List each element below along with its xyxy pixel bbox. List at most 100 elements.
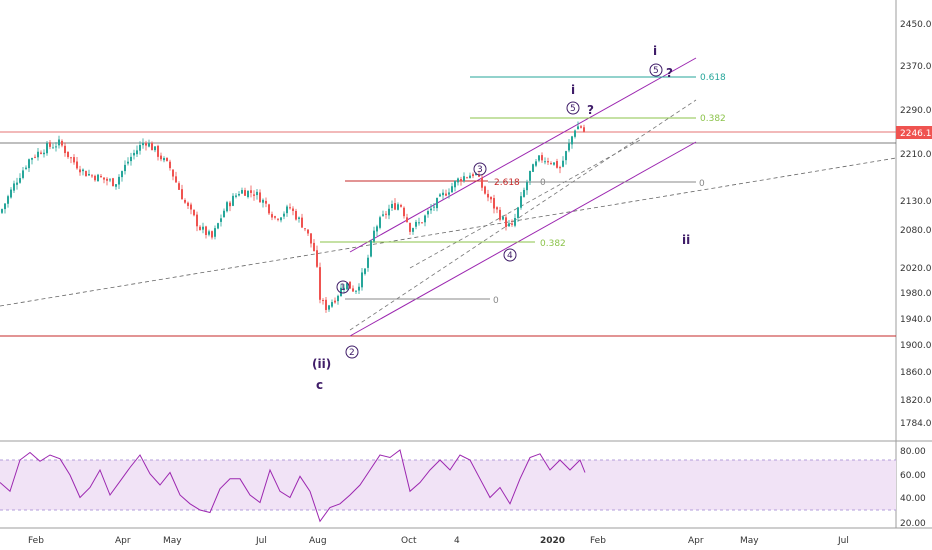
candle-body [334, 300, 336, 303]
candle-body [166, 157, 168, 161]
candle-body [280, 217, 282, 221]
price-axis[interactable]: 2450.00 2370.00 2290.00 2210.00 2130.00 … [900, 20, 932, 429]
candle-body [466, 177, 468, 179]
candle-body [121, 171, 123, 178]
candle-body [508, 223, 510, 227]
price-tick: 1980.00 [900, 289, 932, 299]
candle-body [196, 214, 198, 227]
candle-body [562, 160, 564, 167]
candle-body [394, 203, 396, 210]
candle-body [16, 182, 18, 185]
candle-body [370, 240, 372, 257]
candle-body [259, 192, 261, 203]
candle-body [406, 217, 408, 222]
rsi-line [0, 449, 586, 523]
candle-body [262, 199, 264, 203]
candle-body [487, 193, 489, 198]
candle-body [547, 161, 549, 163]
wave-4: 4 [507, 251, 513, 261]
candle-body [364, 268, 366, 274]
candle-body [100, 175, 102, 178]
candle-body [31, 158, 33, 160]
candle-body [79, 169, 81, 173]
candle-body [502, 216, 504, 220]
rsi-axis[interactable]: 80.00 60.00 40.00 20.00 [900, 447, 926, 529]
candle-body [412, 228, 414, 232]
candle-body [517, 207, 519, 218]
candle-body [244, 190, 246, 196]
candle-body [115, 184, 117, 187]
candle-body [457, 178, 459, 183]
candle-body [67, 151, 69, 158]
candle-body [442, 192, 444, 196]
candle-body [127, 161, 129, 164]
candle-body [151, 142, 153, 151]
candle-body [418, 222, 420, 224]
candle-body [49, 142, 51, 147]
candle-body [316, 250, 318, 267]
candle-body [568, 143, 570, 151]
candle-body [409, 222, 411, 232]
candle-body [85, 170, 87, 177]
price-tick: 2450.00 [900, 20, 932, 30]
candle-body [436, 197, 438, 209]
candle-body [355, 290, 357, 292]
candle-body [520, 196, 522, 208]
time-tick: Apr [688, 536, 704, 546]
candle-body [439, 194, 441, 197]
candle-body [139, 144, 141, 151]
candle-body [163, 158, 165, 161]
candle-body [133, 152, 135, 156]
candle-body [493, 198, 495, 209]
candle-body [34, 156, 36, 158]
fib-0382-top-label: 0.382 [700, 114, 726, 124]
candle-body [70, 157, 72, 159]
candle-body [388, 208, 390, 216]
candle-body [154, 146, 156, 151]
candle-body [217, 223, 219, 229]
candle-body [190, 204, 192, 210]
candle-body [148, 143, 150, 147]
candle-body [391, 203, 393, 209]
time-tick: Oct [401, 536, 417, 546]
candle-body [46, 143, 48, 154]
candle-body [25, 167, 27, 169]
candle-body [238, 193, 240, 196]
candle-body [349, 281, 351, 289]
candle-body [205, 226, 207, 236]
candle-body [544, 161, 546, 163]
rsi-tick: 60.00 [900, 471, 926, 481]
candle-body [367, 257, 369, 268]
candle-body [433, 206, 435, 208]
candle-body [202, 226, 204, 230]
candle-body [463, 176, 465, 182]
candle-body [103, 177, 105, 180]
candle-body [523, 189, 525, 197]
price-pane[interactable] [0, 0, 896, 440]
candle-body [583, 127, 585, 132]
candle-body [13, 183, 15, 191]
candle-body [484, 186, 486, 194]
candle-body [4, 203, 6, 210]
time-tick: 4 [454, 536, 460, 546]
price-tick: 2080.00 [900, 226, 932, 236]
candle-body [136, 150, 138, 155]
candle-body [94, 175, 96, 181]
candle-body [478, 174, 480, 177]
candle-body [403, 207, 405, 217]
rsi-tick: 40.00 [900, 494, 926, 504]
candle-body [532, 164, 534, 172]
candle-body [271, 214, 273, 218]
candle-body [199, 226, 201, 231]
candle-body [319, 267, 321, 300]
candle-body [331, 302, 333, 307]
price-tick: 2290.00 [900, 106, 932, 116]
rsi-tick: 20.00 [900, 519, 926, 529]
candle-body [76, 161, 78, 169]
candle-body [379, 217, 381, 228]
price-tick: 2130.00 [900, 197, 932, 207]
time-axis[interactable]: Feb Apr May Jul Aug Oct 4 2020 Feb Apr M… [28, 536, 849, 546]
candle-body [361, 272, 363, 288]
candle-body [250, 190, 252, 193]
